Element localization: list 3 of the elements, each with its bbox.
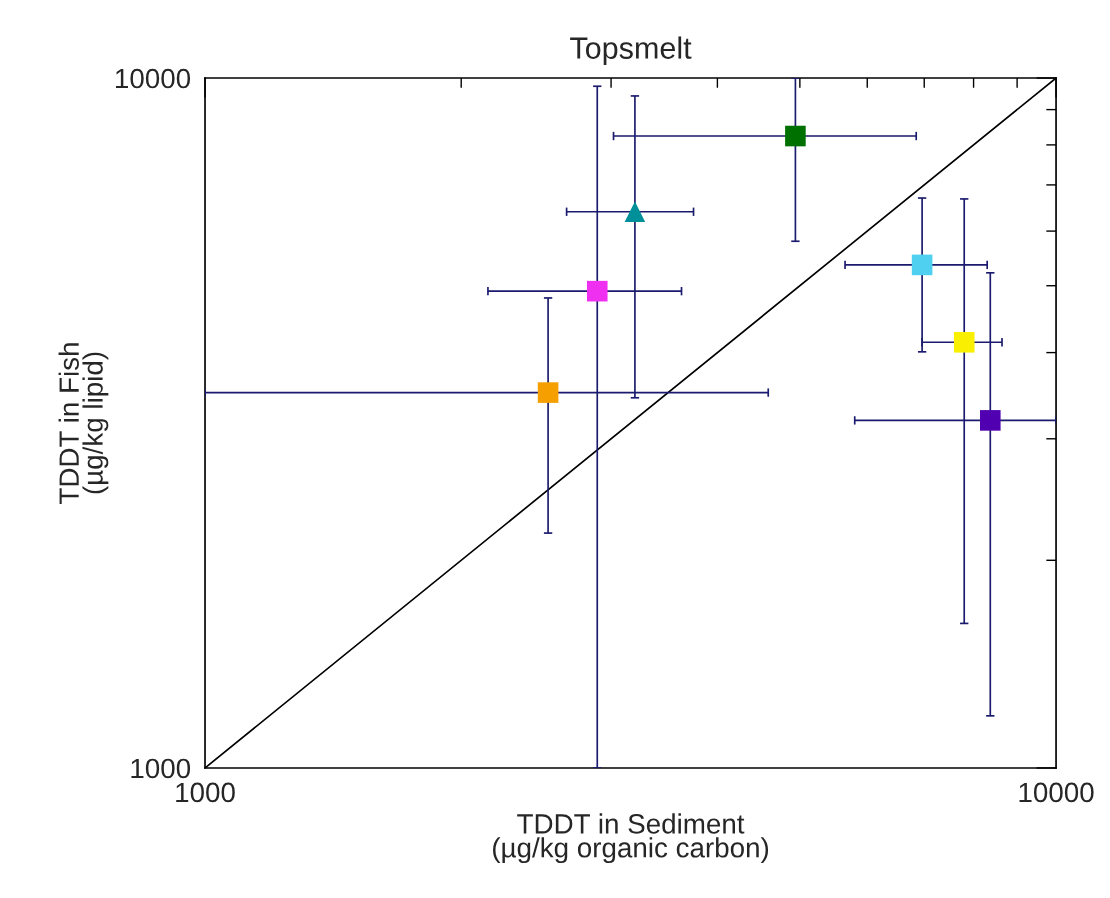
y-axis-title: TDDT in Fish (µg/kg lipid) bbox=[58, 343, 109, 504]
x-axis-title: TDDT in Sediment (µg/kg organic carbon) bbox=[493, 813, 769, 864]
chart-title: Topsmelt bbox=[570, 36, 692, 65]
